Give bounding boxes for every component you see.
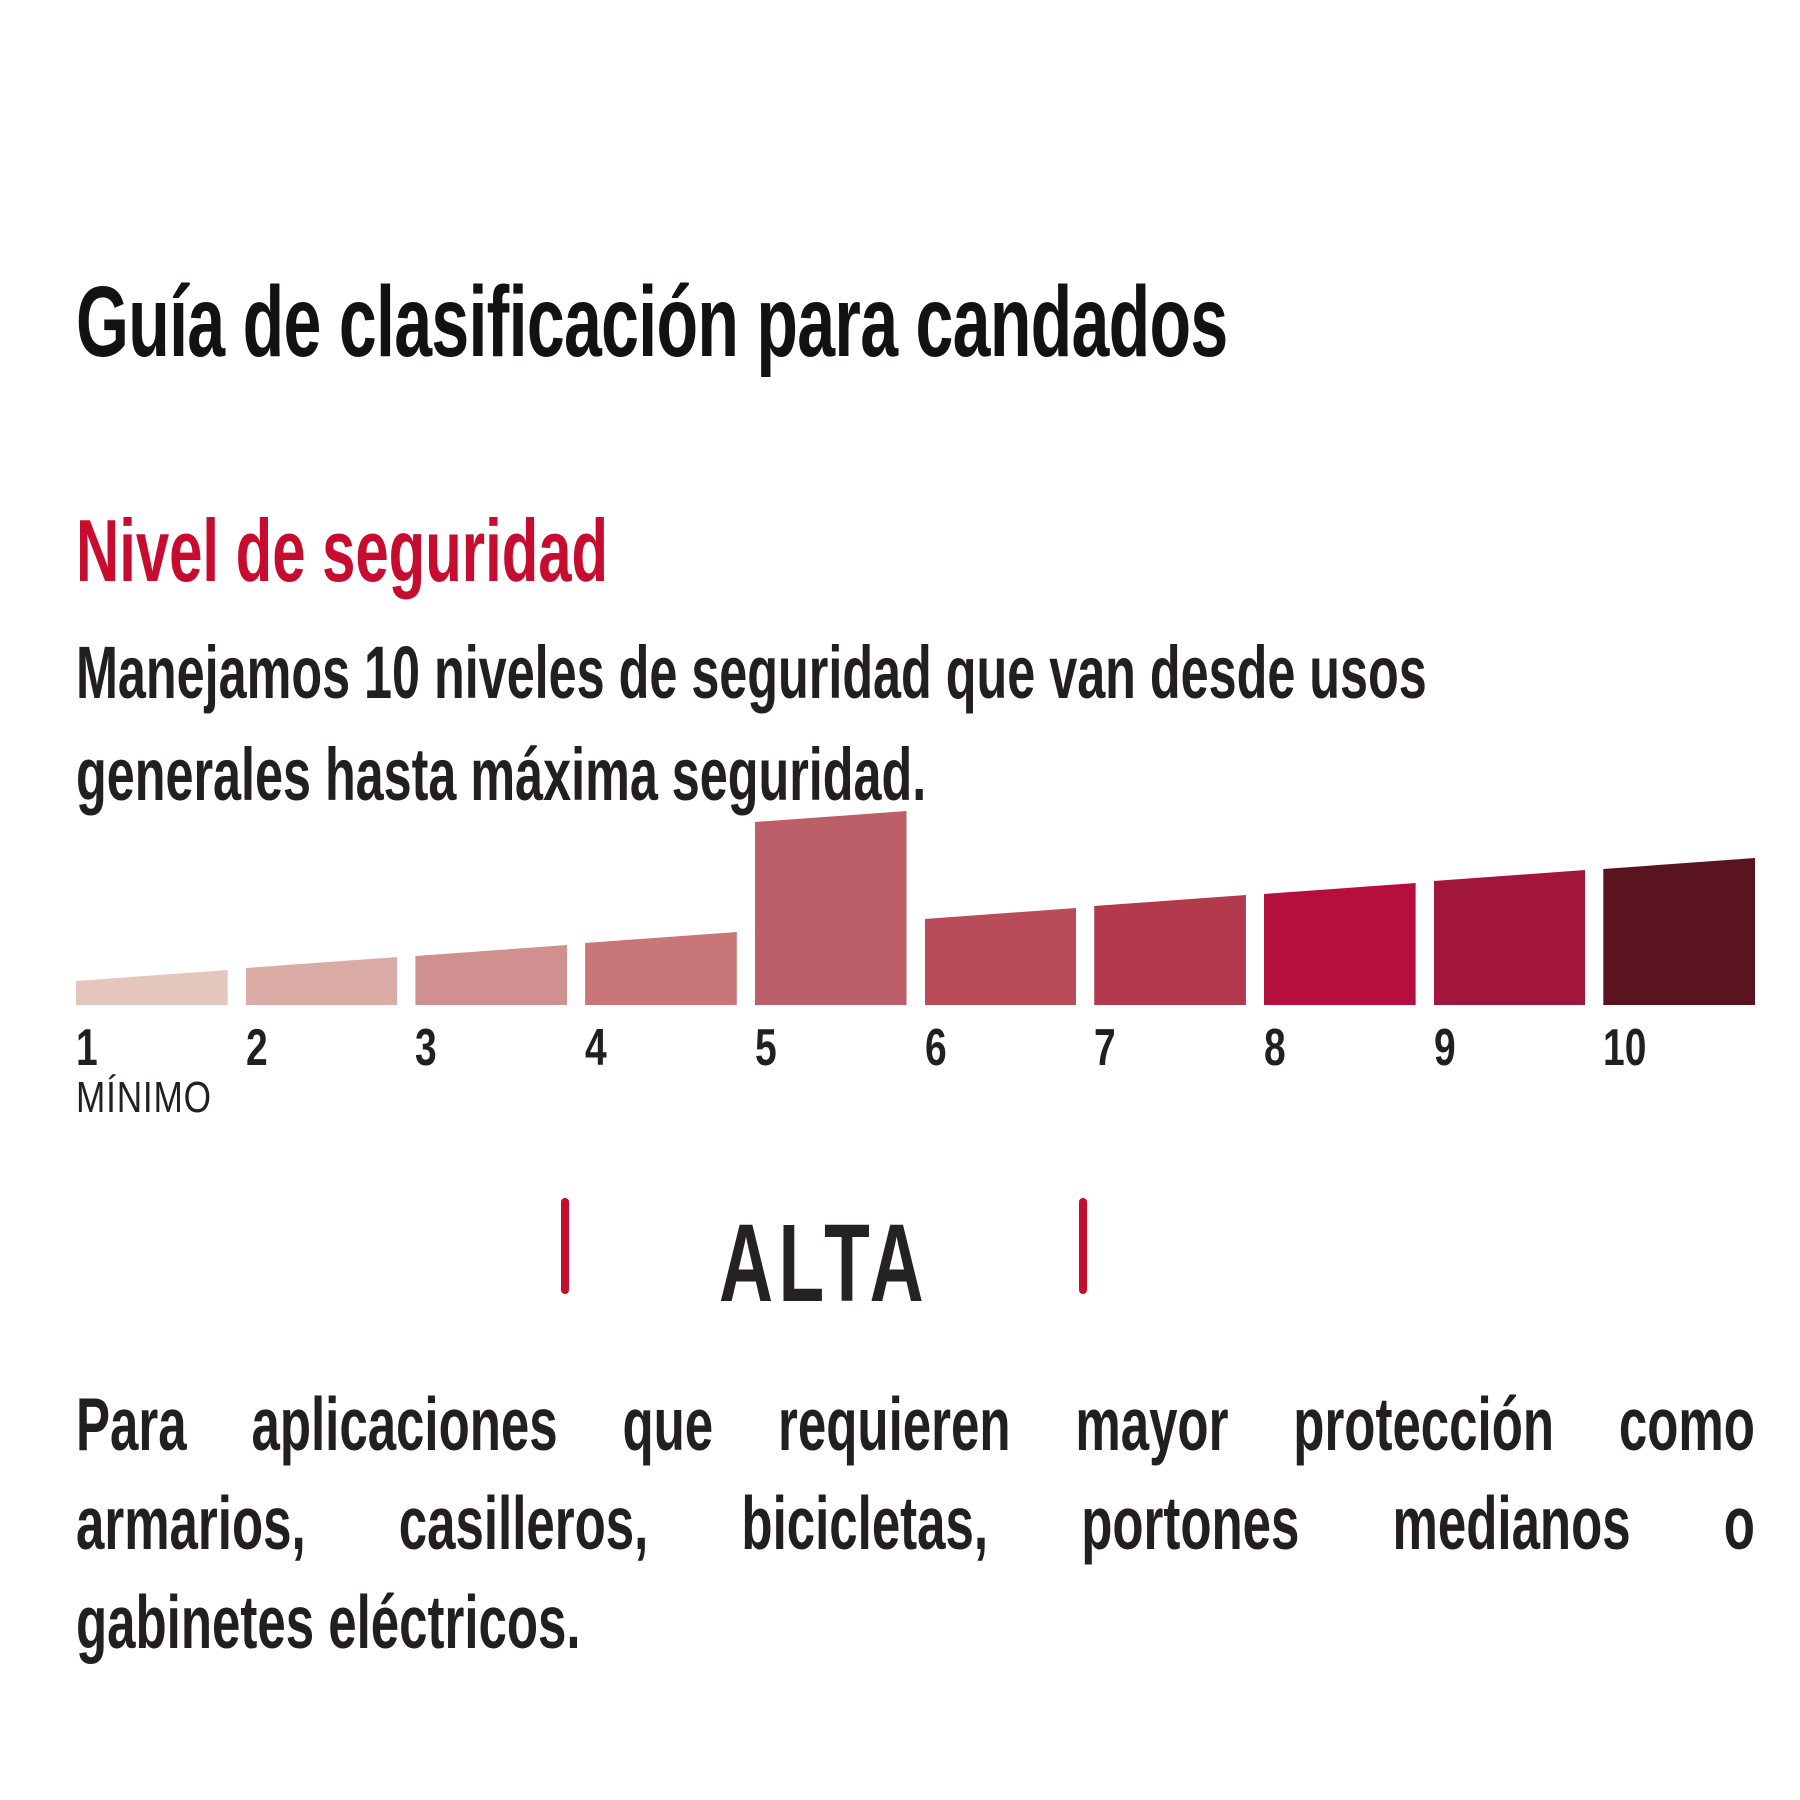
bar-level-3 (415, 945, 568, 1005)
level-label-cell-2: 2 (246, 1022, 398, 1074)
level-axis-labels: 1 2 3 4 5 6 7 8 9 10 (76, 1022, 1755, 1074)
level-label-8: 8 (1263, 1019, 1286, 1077)
range-bracket-left-tick (561, 1198, 569, 1294)
footer-line2: armarios, casilleros, bicicletas, porton… (76, 1481, 1755, 1565)
page-title-text: Guía de clasificación para candados (76, 266, 1228, 378)
footer-line3: gabinetes eléctricos. (76, 1580, 581, 1664)
level-label-cell-1: 1 (76, 1022, 228, 1074)
level-label-5: 5 (754, 1019, 777, 1077)
level-label-cell-8: 8 (1264, 1022, 1416, 1074)
level-label-3: 3 (415, 1019, 438, 1077)
level-label-9: 9 (1433, 1019, 1456, 1077)
level-label-6: 6 (924, 1019, 947, 1077)
section-description: Manejamos 10 niveles de seguridad que va… (76, 622, 1800, 826)
bar-level-8 (1263, 883, 1416, 1005)
level-label-cell-6: 6 (925, 1022, 1077, 1074)
bar-level-5 (754, 811, 907, 1005)
level-label-7: 7 (1094, 1019, 1116, 1077)
bar-level-6 (924, 908, 1077, 1005)
level-label-cell-7: 7 (1094, 1022, 1246, 1074)
level-label-1: 1 (76, 1019, 98, 1077)
level-label-cell-9: 9 (1434, 1022, 1586, 1074)
footer-description: Para aplicaciones que requieren mayor pr… (76, 1375, 1755, 1672)
minimum-label: MÍNIMO (76, 1073, 212, 1122)
level-label-cell-5: 5 (755, 1022, 907, 1074)
section-description-line2: generales hasta máxima seguridad. (76, 733, 927, 816)
level-label-cell-3: 3 (415, 1022, 567, 1074)
level-label-4: 4 (585, 1019, 607, 1077)
level-label-10: 10 (1603, 1019, 1647, 1077)
range-bracket-right-tick (1079, 1198, 1087, 1294)
bar-level-9 (1433, 870, 1586, 1005)
bar-level-7 (1094, 895, 1246, 1005)
section-heading: Nivel de seguridad (76, 507, 858, 595)
bar-level-4 (585, 932, 737, 1005)
bar-level-1 (76, 970, 228, 1005)
bar-level-10 (1603, 858, 1756, 1005)
bar-level-2 (245, 957, 398, 1005)
footer-line1: Para aplicaciones que requieren mayor pr… (76, 1382, 1755, 1466)
level-label-cell-10: 10 (1603, 1022, 1755, 1074)
section-heading-text: Nivel de seguridad (76, 501, 609, 601)
level-label-2: 2 (245, 1019, 268, 1077)
section-description-line1: Manejamos 10 niveles de seguridad que va… (76, 631, 1427, 714)
range-label: ALTA (719, 1202, 930, 1325)
page-title: Guía de clasificación para candados (76, 272, 1769, 372)
security-level-bar-chart (76, 811, 1756, 1005)
level-label-cell-4: 4 (585, 1022, 737, 1074)
